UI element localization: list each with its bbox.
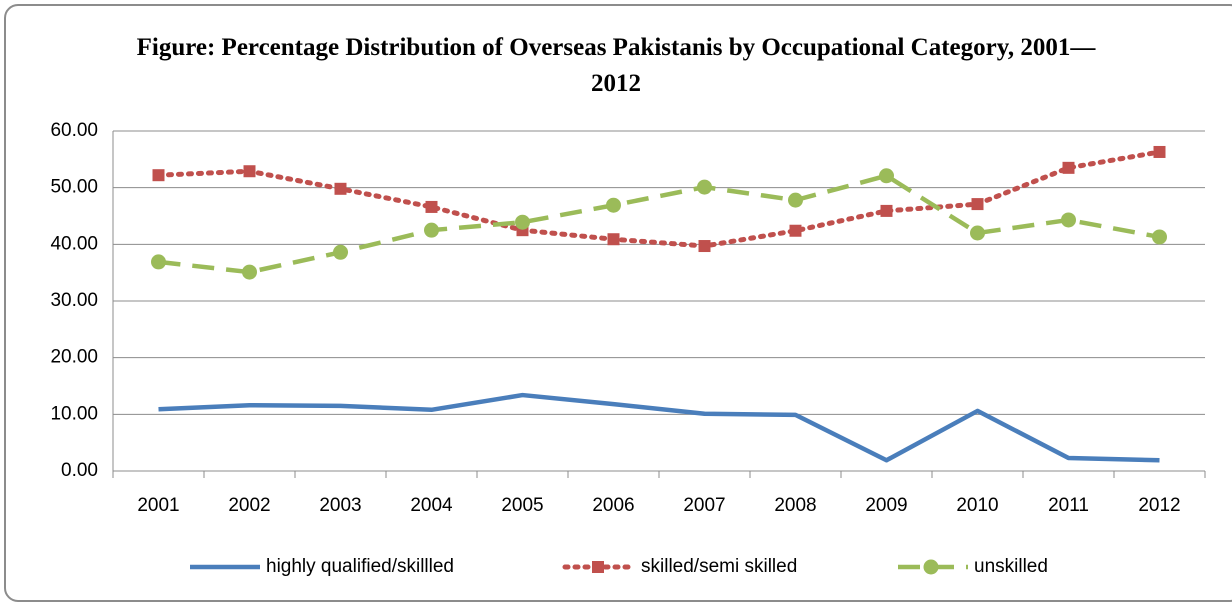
series-line: [158, 173, 1160, 275]
x-tick-label: 2002: [228, 495, 270, 516]
y-tick-label: 20.00: [50, 347, 98, 368]
data-point: [1062, 161, 1075, 174]
data-point: [697, 179, 712, 195]
x-tick-label: 2010: [956, 495, 998, 516]
legend-label: skilled/semi skilled: [641, 556, 797, 577]
data-point: [243, 165, 256, 178]
data-point: [333, 244, 348, 260]
data-point: [1061, 212, 1076, 228]
data-point: [152, 169, 165, 182]
x-tick-label: 2004: [410, 495, 453, 516]
x-tick-label: 2012: [1138, 495, 1180, 516]
data-point: [151, 254, 166, 270]
data-point: [971, 198, 984, 211]
x-tick-label: 2001: [137, 495, 179, 516]
data-point: [880, 204, 893, 217]
data-point: [425, 200, 438, 213]
x-tick-label: 2009: [865, 495, 907, 516]
chart-frame: [4, 4, 1232, 602]
x-tick-label: 2003: [319, 495, 361, 516]
y-tick-label: 60.00: [50, 120, 98, 141]
legend-marker: [592, 561, 604, 573]
data-point: [606, 197, 621, 213]
legend-label: highly qualified/skillled: [266, 556, 454, 577]
y-tick-label: 50.00: [50, 177, 98, 198]
legend-marker: [923, 559, 939, 575]
data-point: [1153, 145, 1166, 158]
y-tick-label: 0.00: [61, 460, 98, 481]
y-tick-label: 10.00: [50, 403, 98, 424]
x-tick-label: 2007: [683, 495, 725, 516]
data-point: [242, 264, 257, 280]
x-tick-label: 2006: [592, 495, 634, 516]
data-point: [334, 182, 347, 195]
data-point: [1152, 229, 1167, 245]
data-point: [879, 168, 894, 184]
y-tick-label: 30.00: [50, 290, 98, 311]
data-point: [788, 192, 803, 208]
data-point: [789, 224, 802, 237]
series-line: [156, 149, 1162, 249]
data-point: [424, 222, 439, 238]
x-tick-label: 2005: [501, 495, 543, 516]
data-point: [698, 240, 711, 253]
chart-title: Figure: Percentage Distribution of Overs…: [136, 34, 1096, 97]
legend-label: unskilled: [974, 556, 1048, 577]
data-point: [970, 225, 985, 241]
x-tick-label: 2011: [1048, 495, 1089, 516]
data-point: [607, 233, 620, 246]
y-tick-label: 40.00: [50, 233, 98, 254]
series-line: [158, 392, 1160, 463]
x-tick-label: 2008: [774, 495, 816, 516]
data-point: [515, 214, 530, 230]
